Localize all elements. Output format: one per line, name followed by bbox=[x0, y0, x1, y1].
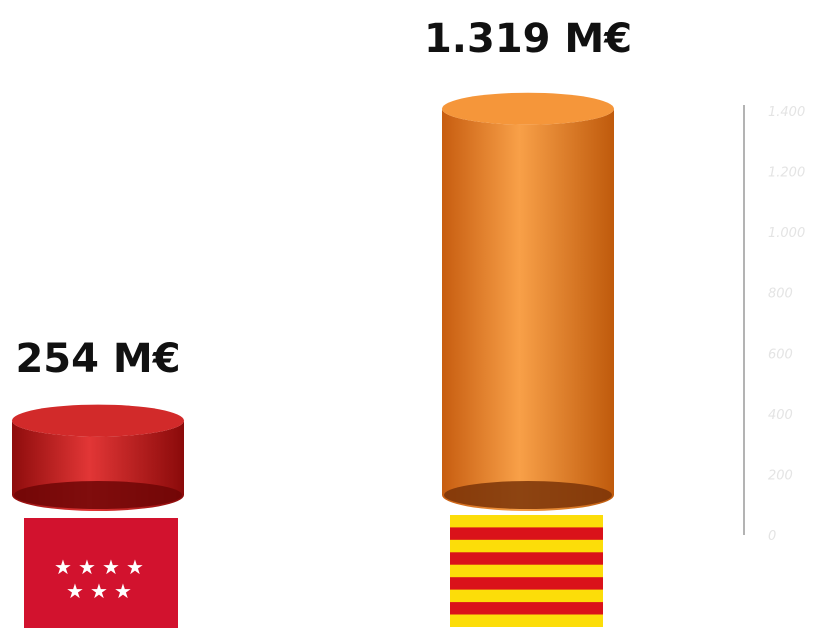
y-tick-label: 1.400 bbox=[768, 105, 805, 120]
svg-text:★: ★ bbox=[54, 555, 72, 579]
value-label-madrid: 254 M€ bbox=[15, 336, 180, 382]
y-tick-label: 800 bbox=[768, 287, 793, 302]
y-tick-label: 1.200 bbox=[768, 166, 805, 181]
svg-text:★: ★ bbox=[102, 555, 120, 579]
y-tick-label: 0 bbox=[768, 529, 776, 544]
svg-text:★: ★ bbox=[114, 579, 132, 603]
catalonia-flag-icon bbox=[450, 515, 603, 627]
y-tick-label: 600 bbox=[768, 347, 793, 362]
madrid-flag-icon: ★ ★ ★ ★ ★ ★ ★ bbox=[24, 518, 178, 628]
svg-text:★: ★ bbox=[126, 555, 144, 579]
y-tick-label: 200 bbox=[768, 468, 793, 483]
svg-text:★: ★ bbox=[90, 579, 108, 603]
bar-catalonia bbox=[442, 92, 614, 511]
bar-madrid bbox=[12, 404, 184, 511]
value-label-catalonia: 1.319 M€ bbox=[424, 16, 632, 62]
svg-text:★: ★ bbox=[78, 555, 96, 579]
svg-text:★: ★ bbox=[66, 579, 84, 603]
y-tick-label: 400 bbox=[768, 408, 793, 423]
y-tick-label: 1.000 bbox=[768, 226, 805, 241]
